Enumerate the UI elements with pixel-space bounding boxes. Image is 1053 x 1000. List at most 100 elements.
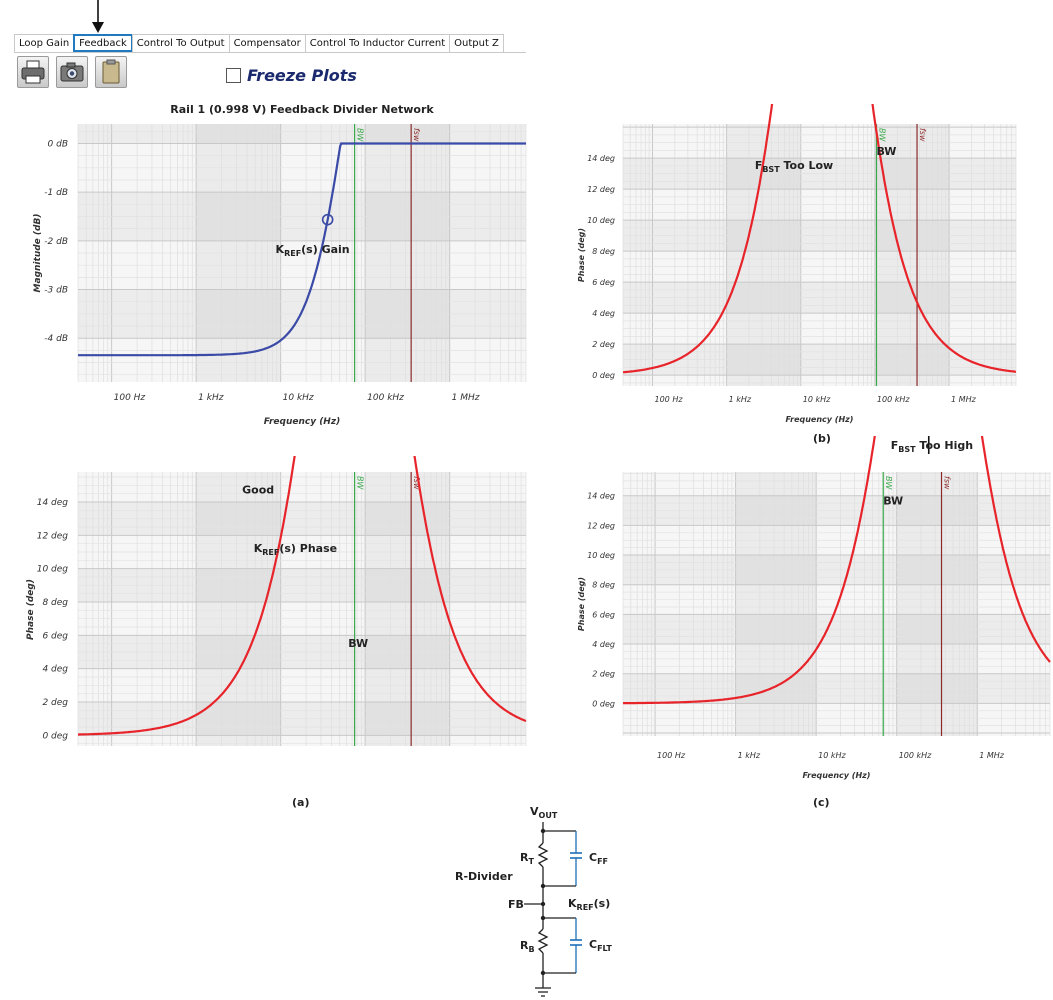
x-tick-label: 1 kHz — [738, 751, 761, 760]
y-tick-label: 10 deg — [587, 551, 615, 560]
freeze-plots-checkbox[interactable] — [226, 68, 241, 83]
y-axis-label: Phase (deg) — [577, 228, 586, 282]
y-tick-label: 10 deg — [587, 216, 615, 225]
magnitude-trace — [78, 142, 526, 357]
y-tick-label: 4 deg — [42, 665, 68, 675]
annotation-label: KREF(s) Gain — [276, 243, 350, 258]
y-tick-label: 0 deg — [592, 699, 615, 708]
x-tick-label: 1 MHz — [979, 751, 1005, 760]
vout-label: VOUT — [530, 805, 558, 820]
bw-line-label: BW — [356, 128, 365, 142]
chart-title: Rail 1 (0.998 V) Feedback Divider Networ… — [170, 103, 434, 116]
y-tick-label: 6 deg — [592, 610, 615, 619]
rb-resistor — [537, 928, 549, 954]
y-tick-label: -2 dB — [44, 237, 68, 247]
tab-compensator[interactable]: Compensator — [228, 34, 306, 52]
printer-icon — [21, 60, 45, 84]
tab-output-z[interactable]: Output Z — [449, 34, 504, 52]
freeze-plots-label: Freeze Plots — [247, 66, 357, 85]
x-tick-label: 10 kHz — [803, 395, 831, 404]
y-tick-label: 10 deg — [37, 565, 69, 575]
fb-label: FB — [508, 898, 524, 911]
y-tick-label: 0 deg — [42, 731, 68, 741]
phase-chart-b: 0 deg 2 deg 4 deg 6 deg 8 deg 10 deg 12 deg 14 … — [577, 104, 1017, 424]
y-tick-label: 2 deg — [592, 340, 615, 349]
fsw-line-label: fsw — [918, 128, 927, 142]
band — [735, 472, 817, 736]
print-button[interactable] — [17, 56, 49, 88]
copy-button[interactable] — [95, 56, 127, 88]
magnitude-chart: Rail 1 (0.998 V) Feedback Divider Networ… — [33, 103, 527, 427]
y-axis-label: Phase (deg) — [26, 579, 36, 640]
y-tick-label: 2 deg — [42, 698, 68, 708]
annotation-label: BW — [876, 145, 896, 158]
y-tick-label: 0 dB — [48, 139, 68, 149]
band — [196, 472, 281, 746]
y-tick-label: 14 deg — [587, 154, 615, 163]
tab-control-to-output[interactable]: Control To Output — [131, 34, 230, 52]
r-divider-label: R-Divider — [455, 870, 513, 883]
phase-trace — [622, 104, 1017, 374]
band — [896, 472, 978, 736]
x-tick-label: 10 kHz — [818, 751, 846, 760]
svg-text:CFF: CFF — [589, 851, 608, 866]
caption-a: (a) — [292, 796, 310, 809]
y-tick-label: 12 deg — [587, 185, 615, 194]
x-tick-label: 100 kHz — [899, 751, 932, 760]
annotation-label: Good — [242, 484, 274, 497]
bw-line-label: BW — [884, 476, 893, 490]
kref-label: KREF(s) — [568, 897, 610, 912]
x-tick-label: 1 MHz — [951, 395, 977, 404]
y-axis-label: Magnitude (dB) — [33, 214, 43, 293]
freeze-plots-control: Freeze Plots — [226, 66, 357, 85]
annotation-label: KREF(s) Phase — [254, 542, 337, 557]
y-axis-label: Phase (deg) — [577, 577, 586, 631]
tab-loop-gain[interactable]: Loop Gain — [14, 34, 75, 52]
camera-icon — [60, 62, 84, 82]
top-annotation-label: FBST Too High — [891, 439, 973, 454]
y-tick-label: 4 deg — [592, 640, 615, 649]
y-tick-label: 6 deg — [592, 278, 615, 287]
band — [78, 124, 526, 144]
annotation-label: BW — [348, 637, 368, 650]
caption-c: (c) — [813, 796, 830, 809]
fsw-line-label: fsw — [412, 476, 421, 490]
x-tick-label: 100 Hz — [114, 393, 146, 403]
band — [874, 124, 950, 386]
r-divider-schematic: VOUT RT CFF R-Divider FB KREF(s) RB CFLT — [455, 805, 612, 997]
y-tick-label: 8 deg — [592, 247, 615, 256]
rt-resistor — [537, 842, 549, 868]
x-tick-label: 100 Hz — [657, 751, 686, 760]
fsw-line-label: fsw — [943, 476, 952, 490]
tab-control-to-inductor-current[interactable]: Control To Inductor Current — [304, 34, 451, 52]
y-tick-label: 2 deg — [592, 670, 615, 679]
bw-line-label: BW — [356, 476, 365, 490]
ground-icon — [535, 987, 551, 997]
annotation-label: BW — [883, 495, 903, 508]
zero-marker — [321, 213, 334, 226]
x-axis-label: Frequency (Hz) — [786, 415, 854, 424]
x-tick-label: 100 kHz — [877, 395, 910, 404]
svg-text:RB: RB — [520, 939, 535, 954]
x-tick-label: 10 kHz — [283, 393, 314, 403]
tab-bar: Loop Gain Feedback Control To Output Com… — [14, 34, 504, 52]
svg-text:RT: RT — [520, 851, 534, 866]
y-tick-label: -3 dB — [44, 286, 68, 296]
snapshot-button[interactable] — [56, 56, 88, 88]
caption-b: (b) — [813, 432, 831, 445]
y-tick-label: -1 dB — [44, 188, 68, 198]
x-tick-label: 1 kHz — [198, 393, 224, 403]
y-tick-label: 4 deg — [592, 309, 615, 318]
y-tick-label: 8 deg — [592, 581, 615, 590]
x-axis-label: Frequency (Hz) — [803, 771, 871, 780]
y-tick-label: 12 deg — [37, 531, 69, 541]
fsw-line-label: fsw — [412, 128, 421, 142]
y-tick-label: 14 deg — [37, 498, 69, 508]
tab-feedback[interactable]: Feedback — [73, 34, 133, 52]
bw-line-label: BW — [877, 128, 886, 142]
tab-pointer-arrow — [92, 0, 104, 33]
x-tick-label: 100 Hz — [655, 395, 684, 404]
y-tick-label: 12 deg — [587, 521, 615, 530]
x-tick-label: 1 kHz — [729, 395, 752, 404]
x-axis-label: Frequency (Hz) — [264, 417, 340, 427]
